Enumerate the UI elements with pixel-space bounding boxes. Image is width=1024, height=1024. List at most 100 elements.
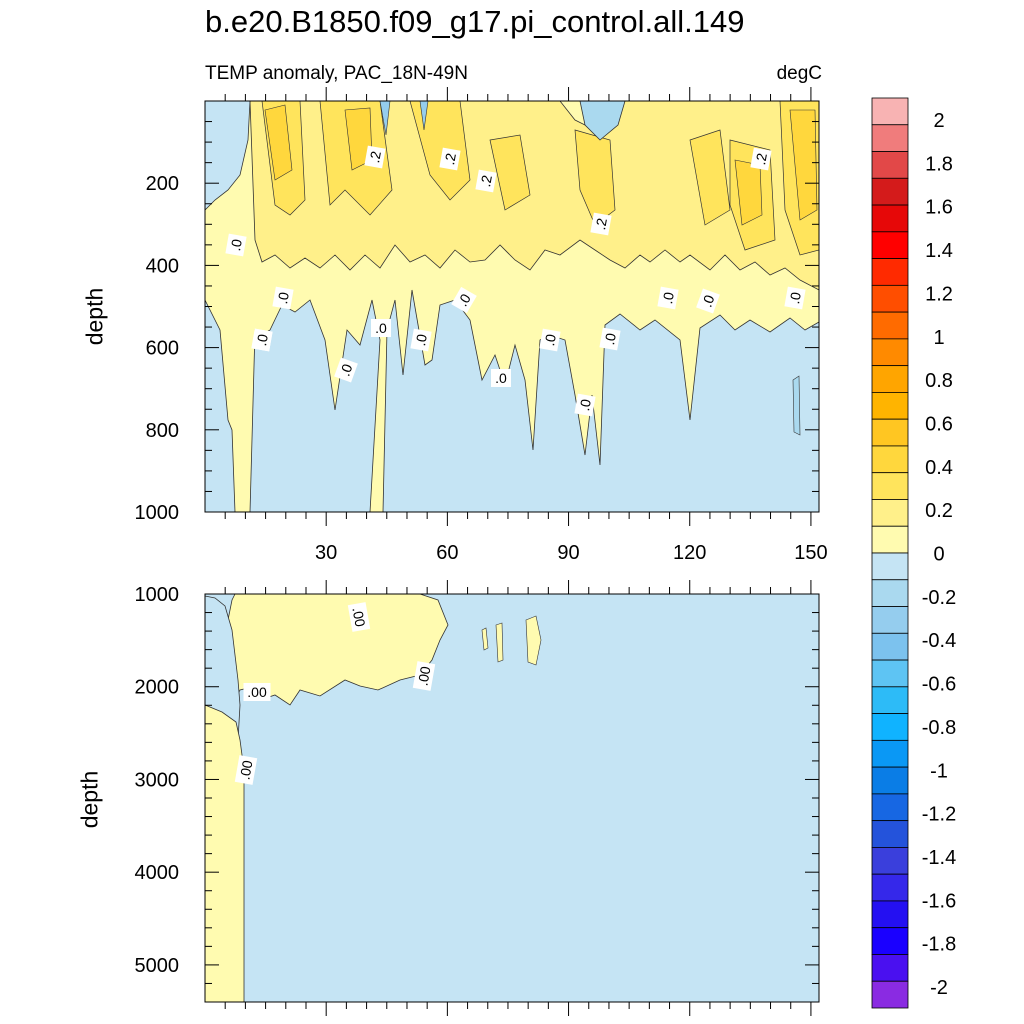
svg-text:.0: .0 — [786, 291, 804, 305]
colorbar-box — [871, 472, 909, 500]
upper-x-tick-label: 60 — [436, 542, 458, 564]
units-label: degC — [776, 63, 822, 84]
upper-x-tick-label: 150 — [794, 542, 827, 564]
upper-y-tick-label: 200 — [146, 173, 179, 195]
contour-label-upper: .0 — [251, 328, 273, 352]
lower-x-ticks — [224, 580, 812, 1016]
upper-y-tick-label: 400 — [146, 255, 179, 277]
colorbar-box — [871, 365, 909, 393]
colorbar-label: -0.6 — [922, 674, 956, 696]
colorbar-label: -2 — [930, 977, 948, 999]
contour-label-lower: .00 — [243, 683, 271, 701]
svg-text:.00: .00 — [414, 665, 433, 687]
colorbar-label: -1.8 — [922, 934, 956, 956]
colorbar-box — [871, 793, 909, 822]
upper-y-tick-label: 1000 — [135, 502, 180, 524]
contour-label-upper: .0 — [371, 319, 391, 337]
lower-y-tick-label: 5000 — [135, 955, 180, 977]
colorbar-box — [871, 847, 909, 875]
contour-label-lower: .00 — [347, 602, 371, 632]
svg-text:.00: .00 — [349, 606, 368, 628]
svg-text:.00: .00 — [236, 759, 255, 781]
colorbar-box — [871, 739, 909, 768]
colorbar-box — [871, 606, 909, 634]
colorbar-box — [871, 713, 909, 741]
colorbar-box — [871, 686, 909, 714]
contour-label-upper: .0 — [225, 233, 247, 257]
colorbar-label: 2 — [933, 110, 944, 132]
svg-text:.0: .0 — [601, 332, 619, 346]
colorbar-label: 0.8 — [925, 370, 953, 392]
lower-warm-blob-2 — [495, 622, 504, 663]
contour-label-upper: .0 — [539, 328, 561, 352]
svg-text:.2: .2 — [752, 152, 770, 166]
colorbar-label: 1.4 — [925, 240, 953, 262]
svg-text:.00: .00 — [247, 684, 267, 700]
contour-label-upper: .2 — [475, 169, 497, 193]
contour-label-lower: .00 — [412, 661, 436, 691]
svg-text:.2: .2 — [441, 152, 459, 166]
upper-x-tick-label: 30 — [315, 542, 337, 564]
contour-label-upper: .0 — [599, 327, 621, 351]
svg-text:.2: .2 — [592, 217, 610, 231]
svg-text:.0: .0 — [495, 370, 507, 386]
svg-text:.0: .0 — [698, 293, 717, 310]
contour-label-upper: .0 — [657, 286, 679, 310]
colorbar-box — [871, 579, 909, 607]
colorbar-box — [871, 418, 909, 447]
colorbar-box — [871, 820, 909, 848]
colorbar-box — [871, 338, 909, 367]
upper-y-tick-label: 800 — [146, 420, 179, 442]
upper-y-ticks: 200 400 600 800 1000 — [135, 121, 819, 524]
svg-text:.0: .0 — [659, 291, 677, 305]
colorbar-box — [871, 873, 909, 902]
colorbar-box — [871, 177, 909, 206]
colorbar-box — [871, 980, 909, 1009]
colorbar-label: 0.2 — [925, 500, 953, 522]
svg-text:.0: .0 — [375, 320, 387, 336]
colorbar-label: -0.4 — [922, 630, 956, 652]
lower-y-tick-label: 3000 — [135, 769, 180, 791]
upper-x-tick-label: 90 — [557, 542, 579, 564]
colorbar-label: -0.8 — [922, 717, 956, 739]
lower-y-tick-label: 4000 — [135, 862, 180, 884]
colorbar-box — [871, 284, 909, 313]
lower-y-tick-label: 1000 — [135, 584, 180, 606]
upper-y-tick-label: 600 — [146, 338, 179, 360]
contour-label-upper: .0 — [696, 288, 720, 314]
colorbar-label: -1 — [930, 760, 948, 782]
colorbar-box — [871, 552, 909, 581]
upper-contour-labels: .2.2.2.2.2.0.0.0.0.0.0.0.0.0.0.0.0.0.0.0 — [225, 145, 806, 417]
contour-label-upper: .2 — [439, 147, 461, 171]
upper-x-tick-label: 120 — [673, 542, 706, 564]
lower-warm-blob-3 — [525, 615, 542, 666]
lower-warm-blob-1 — [481, 627, 489, 651]
colorbar-label: 1.6 — [925, 197, 953, 219]
colorbar-box — [871, 659, 909, 688]
colorbar-label: -0.2 — [922, 587, 956, 609]
colorbar-label: -1.2 — [922, 804, 956, 826]
contour-label-upper: .0 — [334, 357, 358, 383]
contour-label-upper: .0 — [272, 286, 294, 310]
upper-cool-island — [792, 375, 801, 436]
upper-warm-band-0.1 — [249, 100, 820, 291]
lower-y-ticks: 1000 2000 3000 4000 5000 — [135, 584, 819, 1003]
contour-label-upper: .0 — [784, 286, 806, 310]
chart-title: b.e20.B1850.f09_g17.pi_control.all.149 — [205, 4, 745, 39]
contour-label-upper: .0 — [410, 328, 432, 352]
colorbar-box — [871, 204, 909, 233]
colorbar-box — [871, 445, 909, 474]
colorbar-box — [871, 525, 909, 554]
colorbar-label: 0 — [933, 544, 944, 566]
colorbar-box — [871, 311, 909, 340]
contour-label-upper: .2 — [364, 145, 386, 169]
colorbar-box — [871, 632, 909, 661]
upper-panel: .2.2.2.2.2.0.0.0.0.0.0.0.0.0.0.0.0.0.0.0… — [135, 87, 828, 564]
colorbar-box — [871, 97, 909, 126]
svg-text:.0: .0 — [412, 333, 430, 347]
colorbar-box — [871, 900, 909, 929]
colorbar-box — [871, 392, 909, 420]
colorbar-label: 0.4 — [925, 457, 953, 479]
contour-label-upper: .2 — [750, 147, 772, 171]
